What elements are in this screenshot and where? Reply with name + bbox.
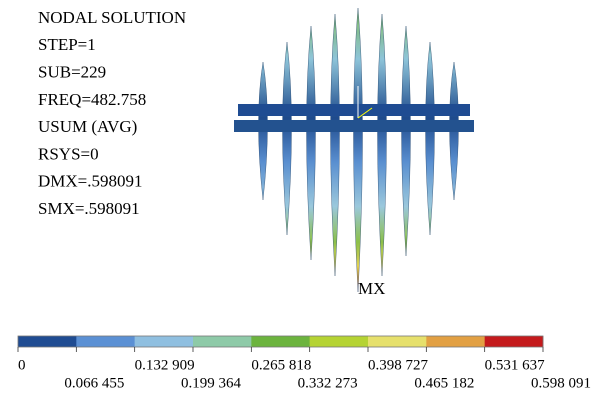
info-line: SUB=229 (38, 63, 106, 82)
info-line: FREQ=482.758 (38, 90, 146, 109)
info-line: SMX=.598091 (38, 199, 140, 218)
blade (354, 8, 363, 292)
info-line: NODAL SOLUTION (38, 8, 186, 27)
info-line: RSYS=0 (38, 144, 99, 163)
info-line: DMX=.598091 (38, 172, 143, 191)
legend: 0 0.066 455 0.132 909 0.199 364 0.265 818 0.3… (18, 336, 591, 391)
legend-label: 0.598 091 (531, 375, 591, 391)
legend-swatch (251, 336, 310, 347)
blade (283, 42, 292, 235)
legend-label: 0.199 364 (181, 375, 242, 391)
legend-swatch (485, 336, 544, 347)
legend-label: 0.531 637 (485, 357, 545, 373)
legend-swatch (426, 336, 485, 347)
hub-lower (234, 120, 474, 132)
legend-label: 0.066 455 (64, 375, 124, 391)
screen: NODAL SOLUTION STEP=1 SUB=229 FREQ=482.758 U… (0, 0, 616, 398)
info-block: NODAL SOLUTION STEP=1 SUB=229 FREQ=482.758 U… (38, 8, 186, 218)
model (234, 8, 474, 292)
hub-upper (238, 104, 470, 116)
blade (378, 14, 387, 276)
blade (331, 14, 340, 276)
mx-label: MX (358, 279, 385, 298)
blade (402, 26, 411, 256)
blade (307, 26, 316, 260)
legend-label: 0.398 727 (368, 357, 429, 373)
legend-swatch (368, 336, 427, 347)
legend-swatch (310, 336, 369, 347)
info-line: STEP=1 (38, 35, 96, 54)
legend-swatch (76, 336, 135, 347)
legend-label: 0.132 909 (135, 357, 195, 373)
legend-swatch (135, 336, 194, 347)
legend-swatch (193, 336, 252, 347)
blades (259, 8, 459, 292)
blade (426, 42, 435, 235)
legend-label: 0 (18, 357, 26, 373)
legend-label: 0.332 273 (298, 375, 358, 391)
legend-label: 0.465 182 (414, 375, 474, 391)
legend-swatch (18, 336, 77, 347)
legend-label: 0.265 818 (251, 357, 311, 373)
info-line: USUM (AVG) (38, 117, 137, 136)
